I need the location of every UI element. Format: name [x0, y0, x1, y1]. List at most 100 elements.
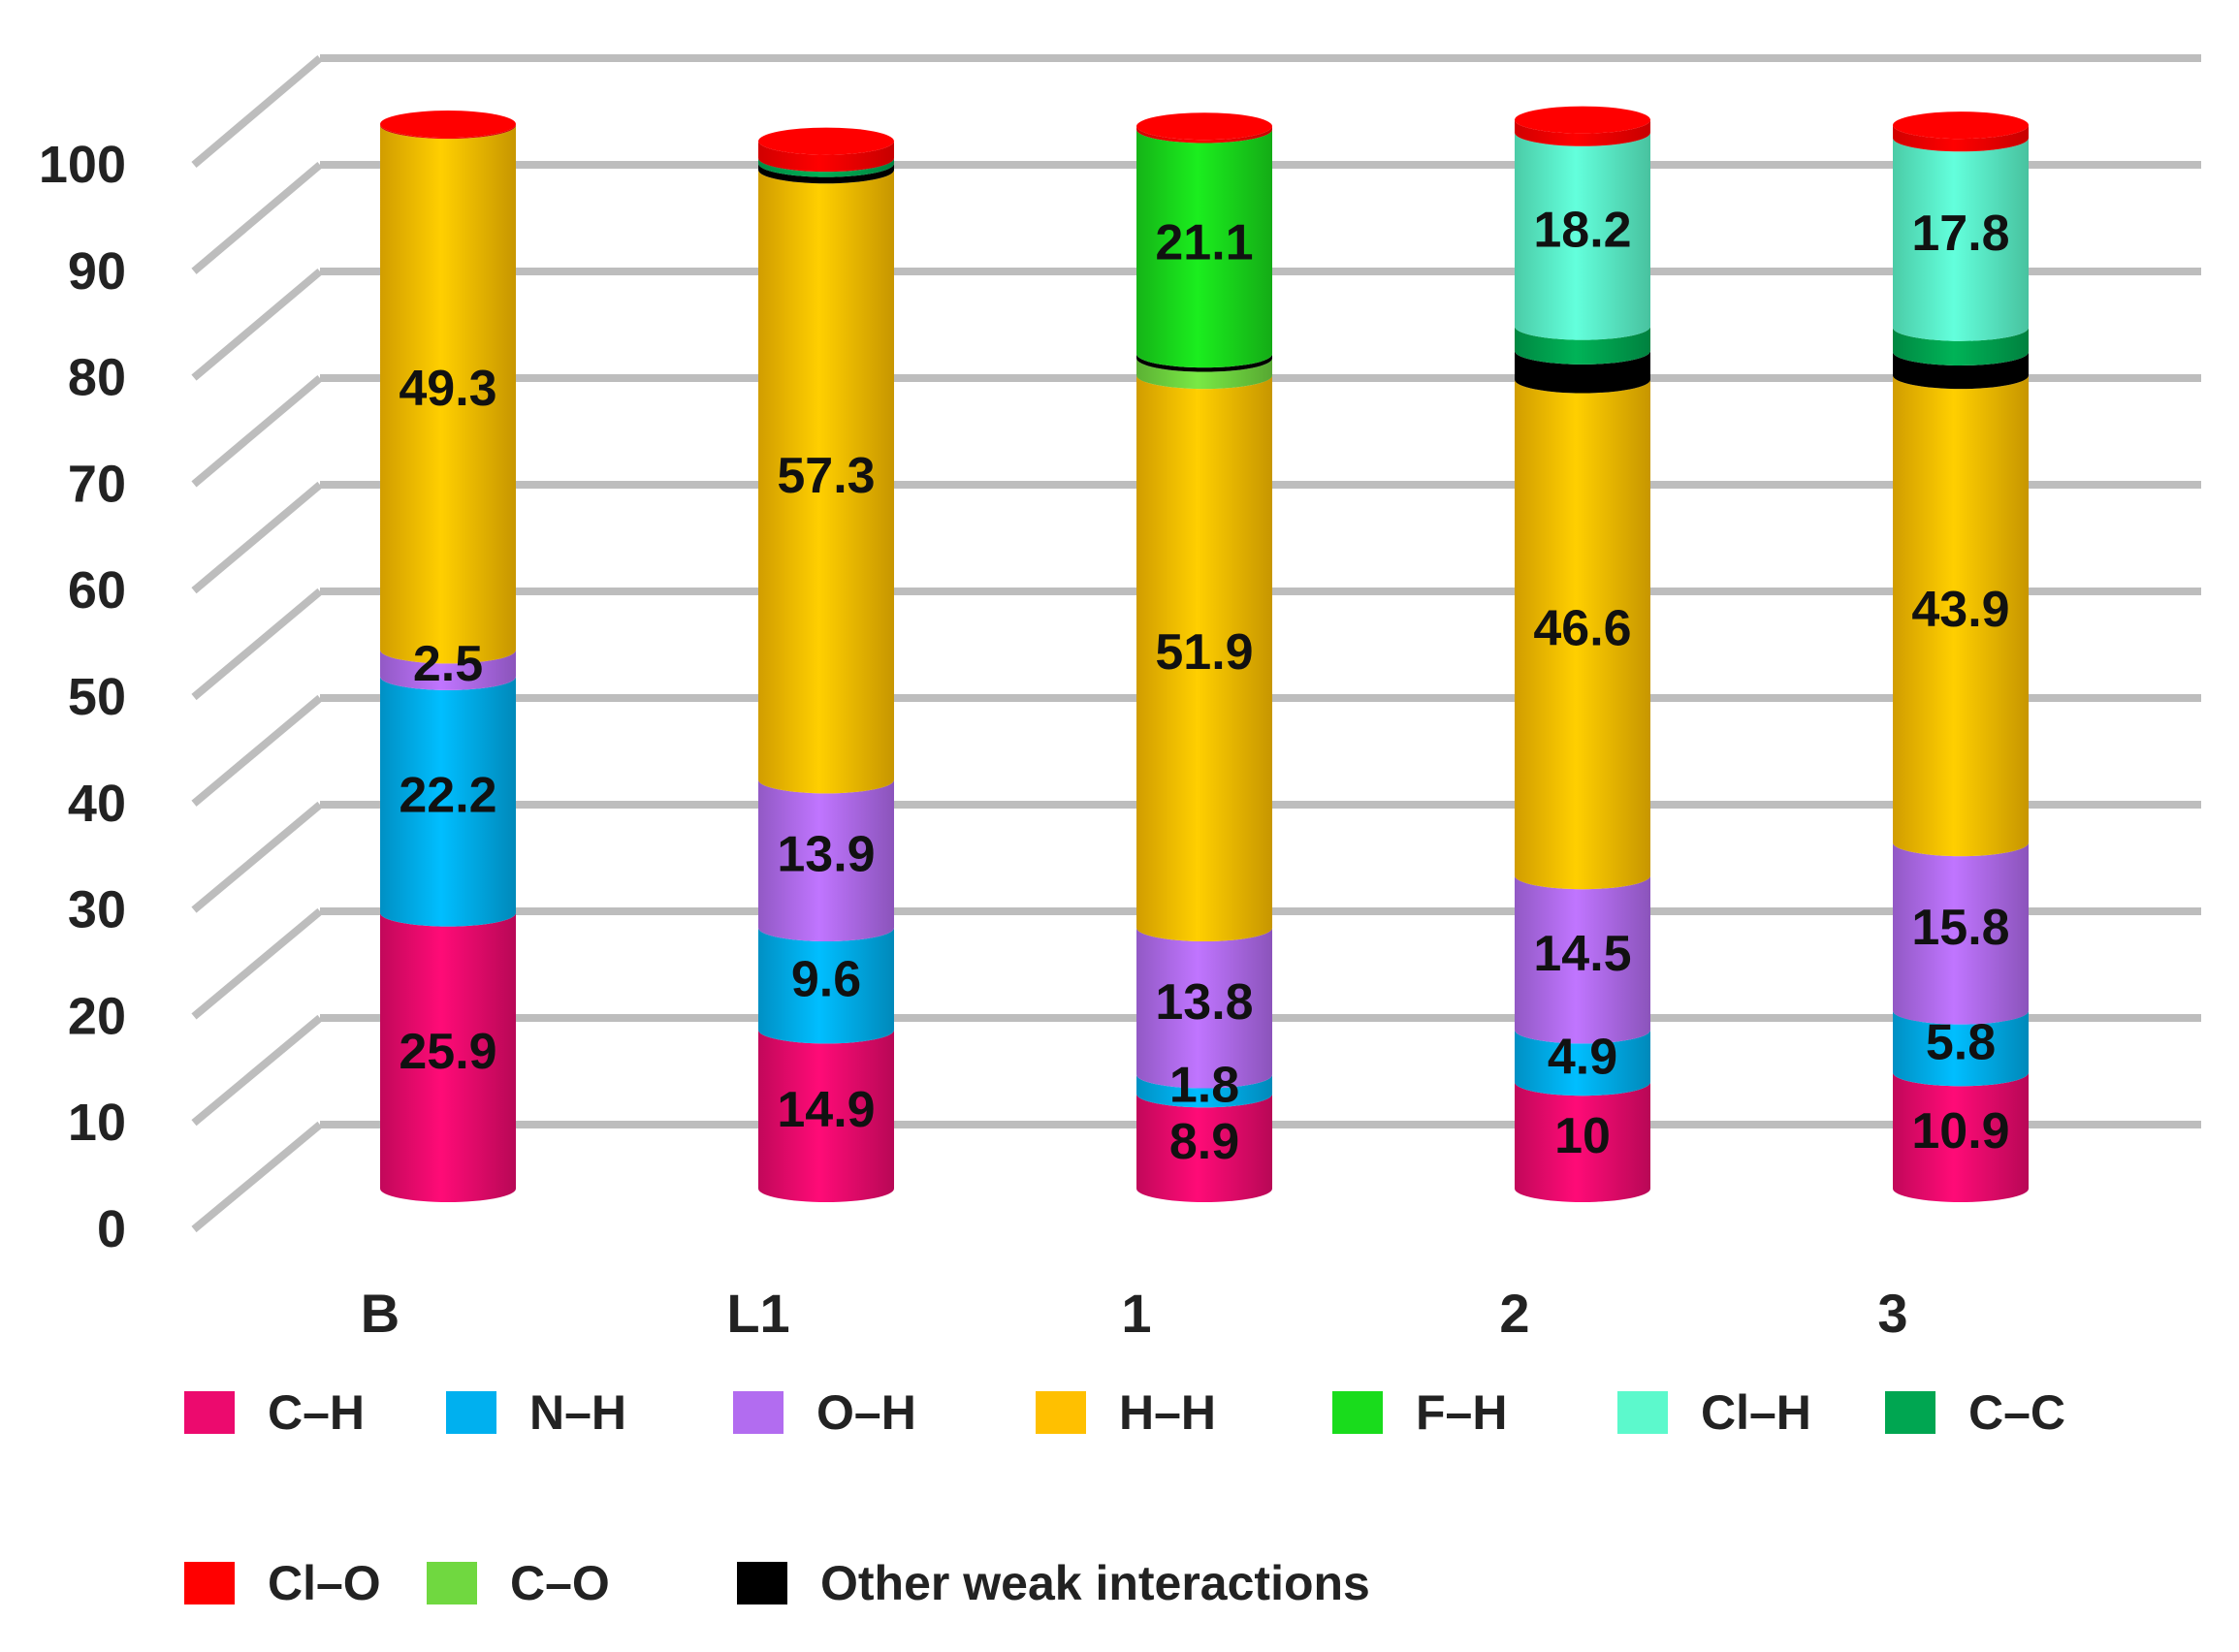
bar-segment-cl-h-3 — [1893, 138, 2029, 341]
legend-label: O–H — [816, 1385, 916, 1440]
bars — [380, 106, 2029, 1202]
legend-item: C–H — [184, 1384, 365, 1441]
y-tick-label: 90 — [68, 242, 126, 301]
bar-segment-c-o-1 — [1136, 358, 1272, 390]
y-tick-label: 0 — [97, 1200, 126, 1258]
bar-segment-cl-h-2 — [1515, 132, 1650, 340]
data-label: 14.9 — [777, 1082, 875, 1138]
bar-top-cap-3 — [1893, 111, 2029, 140]
data-label: 10 — [1554, 1108, 1611, 1164]
bar-segment-h-h-3 — [1893, 375, 2029, 857]
data-label: 51.9 — [1155, 624, 1253, 681]
bar-segment-c-h-L1 — [758, 1030, 894, 1202]
x-tick-label: 1 — [1121, 1283, 1151, 1344]
bar-segment-c-h-3 — [1893, 1072, 2029, 1202]
x-tick-label: B — [361, 1283, 400, 1344]
y-axis-ticks: 0 10 20 30 40 50 60 70 80 90 100 — [39, 136, 126, 1258]
bar-segment-c-h-B — [380, 912, 516, 1202]
legend-item: N–H — [446, 1384, 626, 1441]
legend-item: Cl–H — [1617, 1384, 1811, 1441]
legend-label: H–H — [1119, 1385, 1217, 1440]
data-label: 1.8 — [1169, 1057, 1239, 1113]
bar-segment-o-h-3 — [1893, 842, 2029, 1025]
bar-segment-c-h-2 — [1515, 1082, 1650, 1202]
data-label: 14.5 — [1533, 926, 1631, 982]
data-labels: 25.9 22.2 2.5 49.3 14.9 9.6 13.9 57.3 8.91.8 13.8… — [399, 203, 2009, 1170]
bar-segment-cl-o-3 — [1893, 125, 2029, 152]
x-axis-ticks: B L1 1 2 3 — [361, 1283, 1908, 1344]
legend-item: C–C — [1885, 1384, 2065, 1441]
bar-top-cap-B — [380, 111, 516, 138]
y-tick-label: 100 — [39, 136, 126, 194]
data-label: 9.6 — [791, 952, 861, 1008]
bar-segment-o-h-B — [380, 650, 516, 690]
legend-swatch — [184, 1562, 235, 1604]
data-label: 10.9 — [1911, 1103, 2009, 1160]
data-label: 22.2 — [399, 768, 496, 824]
bar-top-cap-2 — [1515, 106, 1650, 134]
bar-3 — [1893, 111, 2029, 1202]
legend-swatch — [1332, 1391, 1383, 1434]
data-label: 4.9 — [1548, 1029, 1617, 1085]
bar-segment-f-h-1 — [1136, 129, 1272, 368]
bar-segment-o-h-L1 — [758, 779, 894, 941]
bar-segment-h-h-B — [380, 125, 516, 664]
legend-swatch — [1617, 1391, 1668, 1434]
data-label: 15.8 — [1911, 900, 2009, 956]
data-label: 13.8 — [1155, 974, 1253, 1031]
y-tick-label: 20 — [68, 987, 126, 1045]
legend-item: Other weak interactions — [737, 1555, 1370, 1611]
legend-label: Cl–O — [268, 1556, 381, 1610]
x-tick-label: 2 — [1499, 1283, 1529, 1344]
data-label: 8.9 — [1169, 1114, 1239, 1170]
bar-segment-h-h-L1 — [758, 170, 894, 794]
bar-segment-c-c-L1 — [758, 158, 894, 177]
bar-1 — [1136, 112, 1272, 1202]
legend-swatch — [733, 1391, 784, 1434]
legend-label: N–H — [529, 1385, 627, 1440]
bar-segment-cl-o-2 — [1515, 119, 1650, 146]
bar-segment-n-h-2 — [1515, 1030, 1650, 1096]
bar-segment-cl-o-L1 — [758, 141, 894, 173]
data-label: 18.2 — [1533, 203, 1631, 259]
data-label: 2.5 — [413, 636, 483, 692]
data-label: 17.8 — [1911, 206, 2009, 262]
legend-item: F–H — [1332, 1384, 1507, 1441]
y-tick-label: 40 — [68, 775, 126, 833]
bar-segment-other-weak-interactions-3 — [1893, 351, 2029, 390]
legend-swatch — [427, 1562, 477, 1604]
bar-segment-other-weak-interactions-1 — [1136, 354, 1272, 372]
y-tick-label: 60 — [68, 561, 126, 620]
legend-item: O–H — [733, 1384, 916, 1441]
data-label: 25.9 — [399, 1024, 496, 1080]
legend-swatch — [737, 1562, 787, 1604]
bar-segment-other-weak-interactions-L1 — [758, 163, 894, 184]
bar-segment-n-h-3 — [1893, 1010, 2029, 1087]
legend-label: C–H — [268, 1385, 366, 1440]
legend-label: F–H — [1416, 1385, 1508, 1440]
legend-item: H–H — [1036, 1384, 1216, 1441]
bar-top-cap-L1 — [758, 127, 894, 155]
y-tick-label: 50 — [68, 668, 126, 726]
bar-segment-c-c-3 — [1893, 327, 2029, 365]
data-label: 49.3 — [399, 361, 496, 417]
legend-label: Cl–H — [1701, 1385, 1811, 1440]
data-label: 57.3 — [777, 448, 875, 504]
bar-2 — [1515, 106, 1650, 1202]
bar-segment-o-h-1 — [1136, 927, 1272, 1089]
legend-swatch — [1036, 1391, 1086, 1434]
bar-segment-h-h-1 — [1136, 375, 1272, 941]
bar-segment-n-h-L1 — [758, 927, 894, 1044]
data-label: 21.1 — [1155, 214, 1253, 270]
data-label: 5.8 — [1926, 1014, 1996, 1070]
legend-swatch — [184, 1391, 235, 1434]
legend-item: Cl–O — [184, 1555, 381, 1611]
y-tick-label: 80 — [68, 349, 126, 407]
legend-swatch — [446, 1391, 496, 1434]
data-label: 43.9 — [1911, 582, 2009, 638]
bar-B — [380, 111, 516, 1202]
bar-segment-c-c-2 — [1515, 326, 1650, 365]
legend-label: C–O — [510, 1556, 610, 1610]
